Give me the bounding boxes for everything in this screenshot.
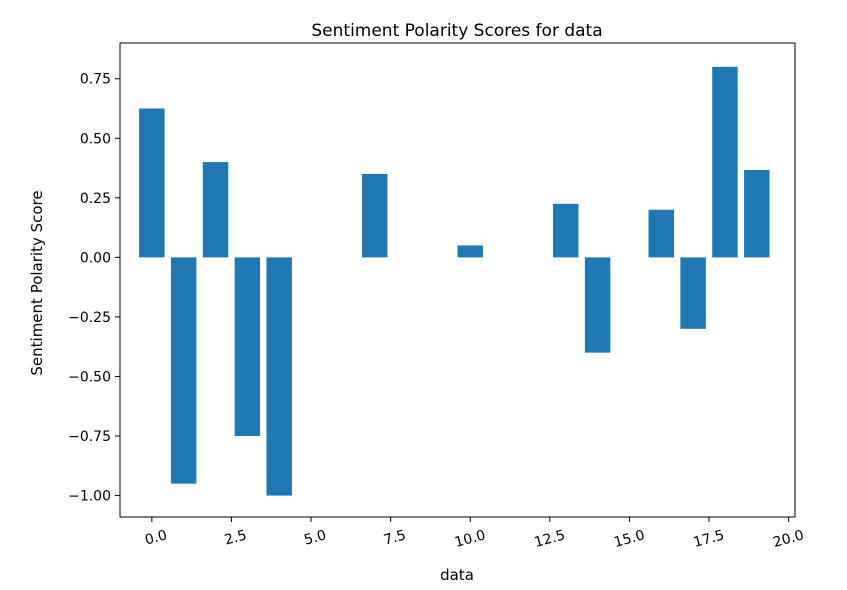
bar-19 <box>744 169 770 258</box>
x-tick-label: 10.0 <box>453 527 487 551</box>
bar-18 <box>712 66 738 258</box>
bars-group <box>139 66 770 496</box>
y-tick-label: −1.00 <box>68 489 111 505</box>
x-axis-label: data <box>440 566 474 584</box>
y-tick-label: −0.25 <box>68 310 111 326</box>
x-tick-label: 2.5 <box>223 527 249 548</box>
bar-1 <box>170 257 197 484</box>
x-tick-label: 12.5 <box>533 527 567 551</box>
x-axis-ticks: 0.0 2.5 5.0 7.5 10.0 12.5 15.0 17.5 20.0 <box>143 517 806 551</box>
y-tick-label: −0.75 <box>68 429 111 445</box>
y-tick-label: 0.25 <box>80 191 111 207</box>
x-tick-label: 20.0 <box>771 527 805 551</box>
y-axis-ticks: 0.75 0.50 0.25 0.00 −0.25 −0.50 −0.75 −1.00 <box>68 72 120 505</box>
x-tick-label: 0.0 <box>143 527 169 548</box>
bar-3 <box>234 257 261 437</box>
y-axis-label: Sentiment Polarity Score <box>28 190 46 375</box>
bar-10 <box>457 245 483 258</box>
plot-frame <box>119 42 796 518</box>
x-tick-label: 5.0 <box>302 527 328 548</box>
x-tick-label: 17.5 <box>692 527 726 551</box>
y-tick-label: 0.75 <box>80 72 111 88</box>
x-tick-label: 7.5 <box>382 527 408 548</box>
bar-2 <box>202 162 229 258</box>
y-tick-label: 0.50 <box>80 131 111 147</box>
bar-14 <box>584 257 611 353</box>
bar-4 <box>266 257 292 496</box>
x-tick-label: 15.0 <box>612 527 646 551</box>
y-tick-label: 0.00 <box>80 250 111 266</box>
bar-17 <box>680 257 706 329</box>
bar-16 <box>648 209 675 258</box>
bar-7 <box>361 174 388 258</box>
chart-title: Sentiment Polarity Scores for data <box>311 21 602 41</box>
y-tick-label: −0.50 <box>68 369 111 385</box>
bar-0 <box>139 108 165 258</box>
bar-13 <box>553 203 579 258</box>
